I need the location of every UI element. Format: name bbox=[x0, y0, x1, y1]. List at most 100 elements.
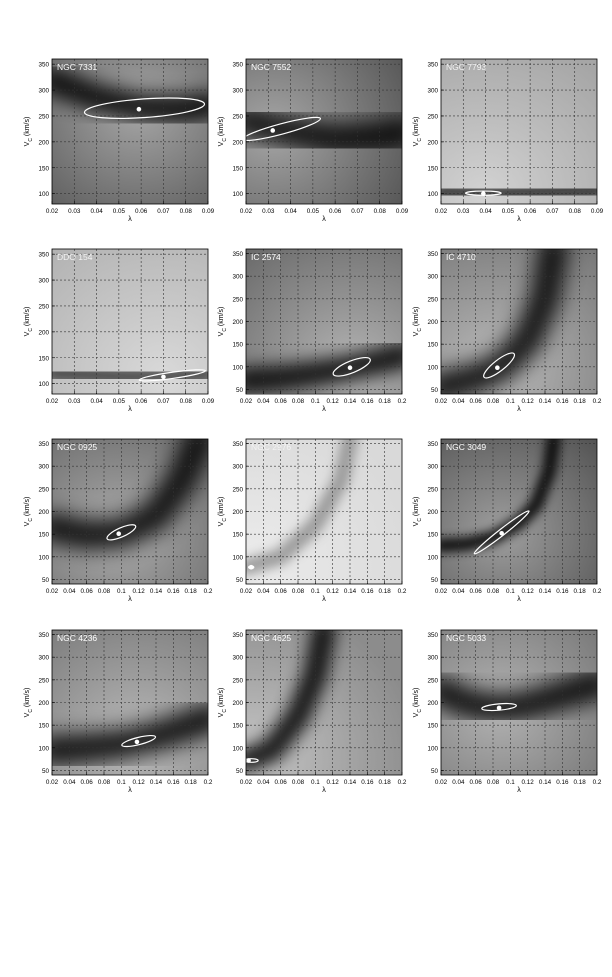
x-tick-label: 0.03 bbox=[457, 208, 470, 215]
x-axis-label: λ bbox=[322, 406, 326, 413]
y-tick-label: 250 bbox=[38, 486, 49, 493]
confidence-ellipse bbox=[332, 356, 371, 377]
y-tick-label: 350 bbox=[232, 632, 243, 639]
confidence-ellipse bbox=[106, 524, 137, 541]
galaxy-label: DDO 154 bbox=[57, 252, 93, 262]
likelihood-valley bbox=[441, 182, 597, 202]
x-tick-label: 0.06 bbox=[81, 779, 94, 786]
best-fit-point bbox=[248, 564, 254, 570]
x-tick-label: 0.02 bbox=[240, 588, 253, 595]
likelihood-valley bbox=[52, 364, 208, 386]
x-tick-label: 0.06 bbox=[524, 208, 537, 215]
x-tick-label: 0.06 bbox=[470, 779, 483, 786]
y-tick-label: 350 bbox=[38, 62, 49, 69]
x-tick-label: 0.02 bbox=[435, 779, 448, 786]
y-tick-label: 250 bbox=[232, 296, 243, 303]
y-tick-label: 300 bbox=[38, 278, 49, 285]
x-tick-label: 0.02 bbox=[46, 588, 59, 595]
y-tick-label: 200 bbox=[38, 329, 49, 336]
y-axis-label: VC (km/s) bbox=[218, 688, 228, 718]
likelihood-valley bbox=[441, 249, 569, 394]
x-tick-label: 0.12 bbox=[327, 588, 340, 595]
x-tick-label: 0.08 bbox=[292, 588, 305, 595]
y-axis-label: VC (km/s) bbox=[218, 117, 228, 147]
x-tick-label: 0.09 bbox=[202, 398, 215, 405]
y-tick-label: 300 bbox=[427, 655, 438, 662]
y-tick-label: 50 bbox=[431, 577, 439, 584]
x-tick-label: 0.2 bbox=[204, 779, 213, 786]
x-tick-label: 0.12 bbox=[327, 398, 340, 405]
x-tick-label: 0.2 bbox=[398, 588, 407, 595]
x-tick-label: 0.08 bbox=[487, 398, 500, 405]
y-tick-label: 150 bbox=[427, 532, 438, 539]
x-tick-label: 0.05 bbox=[113, 398, 126, 405]
x-tick-label: 0.06 bbox=[81, 588, 94, 595]
y-tick-label: 100 bbox=[427, 364, 438, 371]
x-tick-label: 0.16 bbox=[361, 398, 374, 405]
confidence-ellipse bbox=[121, 734, 157, 748]
x-tick-label: 0.02 bbox=[240, 398, 253, 405]
y-tick-label: 350 bbox=[38, 632, 49, 639]
x-tick-label: 0.08 bbox=[374, 208, 387, 215]
y-tick-label: 100 bbox=[427, 554, 438, 561]
chart-panel: NGC 4236 50 100 150 200 250 300 350 0.02 0.04 0.06… bbox=[24, 629, 213, 794]
best-fit-point bbox=[499, 530, 504, 536]
x-tick-label: 0.04 bbox=[257, 588, 270, 595]
x-tick-label: 0.18 bbox=[574, 588, 587, 595]
chart-panel: NGC 7331 100 150 200 250 300 350 0.02 0.03 0.04 0.… bbox=[24, 58, 215, 223]
chart-panel: NGC 2976 50 100 150 200 250 300 350 0.02 0.04 0.06… bbox=[218, 438, 407, 603]
y-tick-label: 300 bbox=[38, 464, 49, 471]
y-tick-label: 100 bbox=[38, 554, 49, 561]
x-tick-label: 0.03 bbox=[262, 208, 275, 215]
y-tick-label: 250 bbox=[232, 677, 243, 684]
confidence-ellipse bbox=[138, 369, 207, 382]
y-tick-label: 300 bbox=[232, 464, 243, 471]
likelihood-valley bbox=[246, 439, 358, 576]
x-tick-label: 0.18 bbox=[185, 588, 198, 595]
y-tick-label: 250 bbox=[232, 113, 243, 120]
y-tick-label: 100 bbox=[38, 745, 49, 752]
x-tick-label: 0.18 bbox=[185, 779, 198, 786]
y-tick-label: 250 bbox=[427, 677, 438, 684]
x-tick-label: 0.16 bbox=[556, 398, 569, 405]
y-tick-label: 200 bbox=[427, 509, 438, 516]
x-tick-label: 0.16 bbox=[556, 588, 569, 595]
best-fit-point bbox=[161, 374, 166, 380]
best-fit-point bbox=[116, 531, 122, 537]
x-tick-label: 0.12 bbox=[327, 779, 340, 786]
x-tick-label: 0.12 bbox=[522, 779, 535, 786]
x-tick-label: 0.12 bbox=[522, 398, 535, 405]
chart-panel: NGC 4625 50 100 150 200 250 300 350 0.02 0.04 0.06… bbox=[218, 629, 407, 794]
x-tick-label: 0.1 bbox=[506, 779, 515, 786]
galaxy-label: NGC 2976 bbox=[251, 442, 291, 452]
y-tick-label: 50 bbox=[431, 768, 439, 775]
chart-panel: IC 2574 50 100 150 200 250 300 350 0.02 0.04 0.06 0… bbox=[218, 248, 407, 413]
y-tick-label: 200 bbox=[427, 700, 438, 707]
y-tick-label: 150 bbox=[232, 532, 243, 539]
y-tick-label: 300 bbox=[427, 88, 438, 95]
best-fit-point bbox=[495, 365, 500, 371]
plot-frame bbox=[51, 58, 209, 205]
y-tick-label: 100 bbox=[232, 554, 243, 561]
y-tick-label: 100 bbox=[232, 364, 243, 371]
galaxy-label: NGC 0925 bbox=[57, 442, 97, 452]
x-axis-label: λ bbox=[322, 216, 326, 223]
y-tick-label: 100 bbox=[427, 745, 438, 752]
y-tick-label: 250 bbox=[427, 486, 438, 493]
x-tick-label: 0.14 bbox=[344, 779, 357, 786]
x-tick-label: 0.08 bbox=[98, 779, 111, 786]
y-tick-label: 350 bbox=[427, 632, 438, 639]
x-tick-label: 0.16 bbox=[361, 779, 374, 786]
best-fit-point bbox=[496, 705, 502, 711]
x-tick-label: 0.06 bbox=[135, 208, 148, 215]
galaxy-label: NGC 4625 bbox=[251, 633, 291, 643]
x-tick-label: 0.07 bbox=[157, 208, 170, 215]
x-axis-label: λ bbox=[128, 216, 132, 223]
y-tick-label: 250 bbox=[38, 303, 49, 310]
x-tick-label: 0.14 bbox=[344, 398, 357, 405]
y-axis-label: VC (km/s) bbox=[413, 307, 423, 337]
plot-frame bbox=[51, 248, 209, 395]
y-tick-label: 300 bbox=[232, 655, 243, 662]
